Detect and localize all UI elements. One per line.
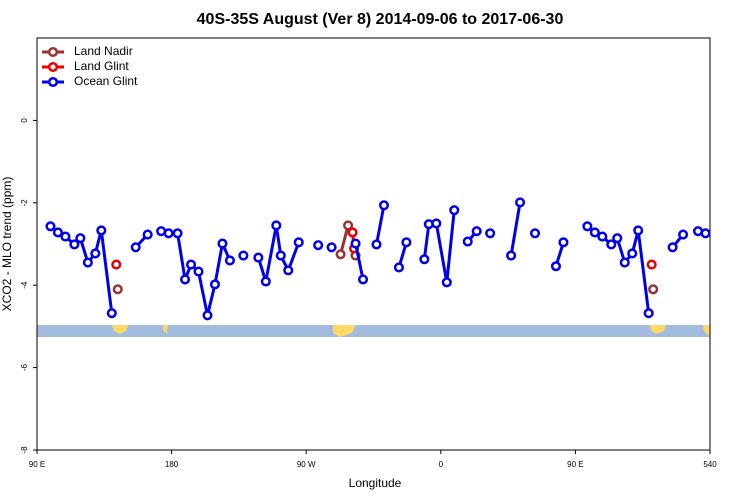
point [69,239,80,250]
point [130,242,141,253]
point [209,279,221,290]
x-tick-label: 90 E [29,460,45,469]
point [471,226,482,237]
point [529,228,541,239]
point [648,284,659,295]
point [606,239,617,250]
point [45,221,56,232]
y-axis-label: XCO2 - MLO trend (ppm) [0,177,14,312]
point [667,242,678,253]
point [185,259,197,270]
point [193,266,204,277]
point [90,248,101,259]
point [313,240,324,251]
point [558,237,569,248]
y-tick-label: -4 [20,281,29,289]
point [271,220,282,231]
point [643,308,654,319]
point [202,310,213,321]
y-tick-label: -6 [20,363,29,371]
point [106,308,117,319]
point [371,239,382,250]
point [550,261,562,272]
point [96,225,107,236]
point [633,225,644,236]
legend-marker [47,76,59,88]
point [347,227,358,238]
point [485,228,496,239]
y-tick-label: -8 [20,446,29,454]
point [700,228,711,239]
point [627,248,638,259]
x-tick-label: 540 [703,460,717,469]
point [111,259,122,270]
point [52,227,63,238]
point [293,237,304,248]
y-tick-label: 0 [20,118,29,123]
legend-label: Land Nadir [74,44,133,58]
map-strip [37,325,710,337]
x-tick-label: 90 E [567,460,583,469]
point [515,197,526,208]
legend-label: Ocean Glint [74,74,138,88]
point [350,238,361,249]
plot-frame [36,37,711,451]
point [678,229,689,240]
point [393,262,404,273]
legend-marker [47,46,59,58]
point [589,227,600,238]
point [112,284,123,295]
y-tick-label: -2 [20,199,29,207]
x-tick-label: 90 W [297,460,316,469]
point [431,218,442,229]
point [224,255,235,266]
point [172,228,183,239]
point [378,200,390,211]
point [619,257,630,268]
point [180,274,191,285]
point [612,233,623,244]
point [283,265,294,276]
point [217,238,228,249]
point [335,249,346,260]
point [401,237,412,248]
point [343,220,354,231]
point [142,229,153,240]
legend-marker [47,61,59,73]
point [60,231,71,242]
legend-label: Land Glint [74,59,129,73]
point [357,274,369,285]
point [163,228,174,239]
point [275,250,286,261]
series [45,197,711,321]
point [597,231,608,242]
series-line [49,202,706,316]
point [75,233,86,244]
point [253,252,264,263]
point [582,221,593,232]
point [238,250,249,261]
point [260,276,271,287]
point [506,250,517,261]
x-axis-label: Longitude [349,476,402,490]
x-tick-label: 0 [439,460,444,469]
series [111,227,657,270]
x-tick-label: 180 [165,460,179,469]
chart-title: 40S-35S August (Ver 8) 2014-09-06 to 201… [197,11,564,28]
point [441,277,452,288]
point [462,236,473,247]
point [326,242,337,253]
point [449,205,460,216]
series [112,220,659,295]
point [646,259,657,270]
point [419,254,430,265]
point [82,257,93,268]
